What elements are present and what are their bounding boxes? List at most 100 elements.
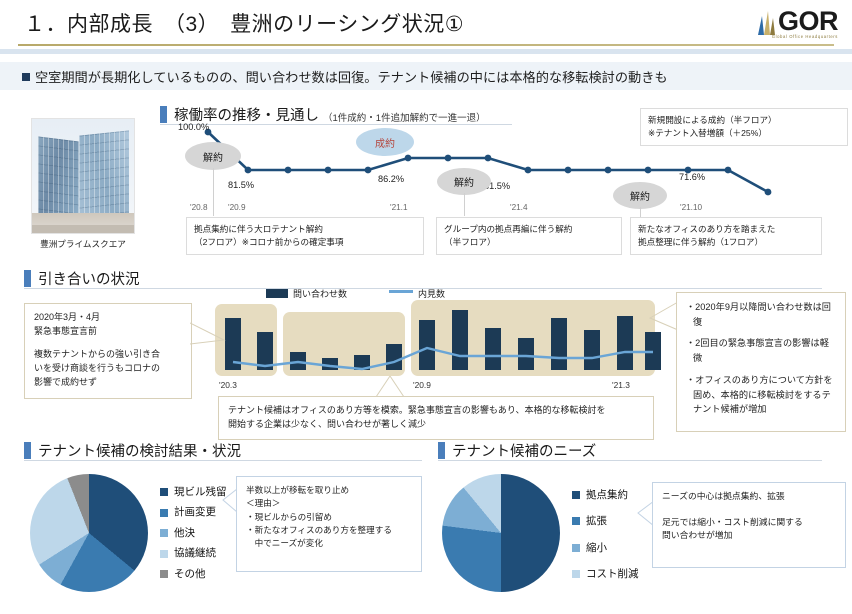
result-legend-item-4: その他 bbox=[160, 564, 227, 584]
bottom-callout-pointer bbox=[375, 376, 405, 398]
legend-bars-label: 問い合わせ数 bbox=[293, 289, 348, 299]
new-contract-note: 新規開設による成約（半フロア） ※テナント入替増額（＋25%） bbox=[640, 108, 848, 146]
result-callout-line4: ・新たなオフィスのあり方を整理する bbox=[246, 524, 392, 535]
lead-summary-text: 空室期間が長期化しているものの、問い合わせ数は回復。テナント候補の中には本格的な… bbox=[0, 67, 668, 86]
slide-header: １．内部成長 （3） 豊洲のリーシング状況① GOR Global Office… bbox=[0, 0, 852, 60]
section-accent-bar bbox=[438, 442, 445, 459]
logo-text: GOR bbox=[777, 6, 839, 36]
result-callout-pointer bbox=[222, 488, 238, 513]
result-section-title: テナント候補の検討結果・状況 bbox=[38, 444, 241, 460]
bar-2004 bbox=[257, 332, 273, 370]
result-legend-label-1: 計画変更 bbox=[174, 506, 216, 519]
result-legend-item-2: 他決 bbox=[160, 523, 227, 543]
left-callout-line1: 2020年3月・4月 bbox=[34, 312, 101, 322]
result-section-heading: テナント候補の検討結果・状況 bbox=[24, 440, 241, 461]
section-accent-bar bbox=[160, 106, 167, 123]
result-pie-chart bbox=[30, 474, 148, 592]
inquiry-xtick-1: '20.9 bbox=[413, 380, 431, 390]
legend-line-swatch-icon bbox=[389, 290, 414, 293]
occupancy-series-points bbox=[204, 128, 772, 196]
occupancy-note-1: 拠点集約に伴う大ロテナント解約 （2フロア）※コロナ前からの確定事項 bbox=[186, 217, 424, 255]
page-title: １．内部成長 （3） 豊洲のリーシング状況① bbox=[24, 13, 465, 36]
occupancy-note-3-line1: 新たなオフィスのあり方を踏まえた bbox=[638, 224, 776, 234]
legend-dot-icon bbox=[572, 569, 580, 578]
occupancy-label-0: 100.0% bbox=[178, 122, 210, 132]
inquiry-xtick-2: '21.3 bbox=[612, 380, 630, 390]
header-divider bbox=[18, 44, 834, 46]
bar-2003 bbox=[225, 318, 241, 370]
occupancy-xtick-4: '21.10 bbox=[680, 203, 703, 212]
left-callout-line4: いを受け商談を行うもコロナの bbox=[34, 362, 161, 373]
result-legend-label-2: 他決 bbox=[174, 526, 195, 539]
building-photo-caption: 豊洲プライムスクエア bbox=[40, 239, 126, 249]
needs-legend-item-3: コスト削減 bbox=[572, 561, 639, 587]
occupancy-note-2: グループ内の拠点再編に伴う解約 （半フロア） bbox=[436, 217, 622, 255]
result-pie-legend: 現ビル残留 計画変更 他決 協議継続 その他 bbox=[160, 482, 227, 584]
lead-summary-band: 空室期間が長期化しているものの、問い合わせ数は回復。テナント候補の中には本格的な… bbox=[0, 62, 852, 90]
result-legend-label-0: 現ビル残留 bbox=[174, 486, 227, 498]
lead-summary-label: 空室期間が長期化しているものの、問い合わせ数は回復。テナント候補の中には本格的な… bbox=[35, 69, 668, 85]
building-right-facade bbox=[79, 130, 129, 220]
occupancy-note-1-line1: 拠点集約に伴う大ロテナント解約 bbox=[194, 224, 323, 234]
result-legend-item-3: 協議継続 bbox=[160, 543, 227, 563]
left-callout-line5: 影響で成約せず bbox=[34, 376, 98, 387]
event-pill-contract: 成約 bbox=[356, 128, 414, 156]
logo-mark-icon bbox=[756, 6, 776, 36]
occupancy-note-3: 新たなオフィスのあり方を踏まえた 拠点整理に伴う解約（1フロア） bbox=[630, 217, 822, 255]
needs-section-title: テナント候補のニーズ bbox=[452, 444, 597, 460]
inquiry-xtick-0: '20.3 bbox=[219, 380, 237, 390]
result-heading-underline bbox=[24, 460, 422, 461]
result-legend-item-0: 現ビル残留 bbox=[160, 482, 227, 502]
bar-2103 bbox=[617, 316, 633, 370]
occupancy-section-heading: 稼働率の推移・見通し （1件成約・1件追加解約で一進一退） bbox=[160, 104, 486, 125]
occupancy-label-4: 71.6% bbox=[679, 172, 706, 182]
occupancy-xtick-3: '21.4 bbox=[510, 203, 528, 212]
legend-dot-icon bbox=[572, 543, 580, 552]
needs-section-heading: テナント候補のニーズ bbox=[438, 440, 596, 461]
new-contract-note-line2: ※テナント入替増額（＋25%） bbox=[648, 127, 767, 138]
section-accent-bar bbox=[24, 270, 31, 287]
right-bullet-1: ・2020年9月以降問い合わせ数は回復 bbox=[686, 302, 831, 327]
inquiry-heading-underline bbox=[24, 288, 822, 289]
left-callout-line3: 複数テナントからの強い引き合 bbox=[34, 348, 161, 359]
legend-bar-swatch-icon bbox=[266, 289, 288, 298]
inquiry-viewing-line-svg bbox=[232, 346, 653, 371]
legend-dot-icon bbox=[160, 488, 168, 497]
inquiry-section-title: 引き合いの状況 bbox=[38, 272, 140, 288]
bottom-callout-line1: テナント候補はオフィスのあり方等を模索。緊急事態宣言の影響もあり、本格的な移転検… bbox=[228, 405, 606, 415]
needs-legend-label-1: 拡張 bbox=[586, 515, 607, 528]
occupancy-section-title: 稼働率の推移・見通し bbox=[174, 108, 319, 124]
bullet-square-icon bbox=[22, 72, 30, 81]
result-callout-line5: 中でニーズが変化 bbox=[246, 538, 323, 549]
inquiry-bar-chart bbox=[215, 300, 661, 378]
legend-line-label: 内見数 bbox=[418, 289, 446, 299]
legend-line: 内見数 bbox=[389, 287, 445, 300]
needs-pie-legend: 拠点集約 拡張 縮小 コスト削減 bbox=[572, 482, 639, 587]
needs-heading-underline bbox=[438, 460, 822, 461]
needs-callout-pointer bbox=[637, 500, 655, 527]
event-pill-cancel-3: 解約 bbox=[613, 182, 667, 209]
occupancy-xtick-2: '21.1 bbox=[390, 203, 408, 212]
inquiry-chart-legend: 問い合わせ数 内見数 bbox=[266, 287, 445, 300]
legend-dot-icon bbox=[572, 517, 580, 526]
needs-callout-line1: ニーズの中心は拠点集約、拡張 bbox=[662, 491, 785, 501]
needs-legend-item-1: 拡張 bbox=[572, 508, 639, 534]
building-left-facade bbox=[38, 136, 80, 220]
left-callout-line2: 緊急事態宣言前 bbox=[34, 325, 98, 336]
legend-dot-icon bbox=[160, 549, 168, 558]
logo-subtitle: Global Office Headquarters bbox=[771, 34, 838, 39]
occupancy-label-1: 81.5% bbox=[228, 180, 255, 190]
legend-dot-icon bbox=[572, 491, 580, 500]
occupancy-section-note: （1件成約・1件追加解約で一進一退） bbox=[323, 112, 486, 124]
bar-2012 bbox=[518, 338, 534, 370]
occupancy-xtick-0: '20.8 bbox=[190, 203, 208, 212]
event-pill-cancel-2: 解約 bbox=[437, 168, 491, 195]
right-bullets-pointer bbox=[648, 301, 679, 331]
left-callout-pointer bbox=[190, 322, 226, 345]
right-bullet-2: ・2回目の緊急事態宣言の影響は軽微 bbox=[686, 338, 829, 364]
result-legend-label-3: 協議継続 bbox=[174, 547, 216, 560]
legend-dot-icon bbox=[160, 529, 168, 538]
bar-2009 bbox=[419, 320, 435, 370]
inquiry-bottom-callout: テナント候補はオフィスのあり方等を模索。緊急事態宣言の影響もあり、本格的な移転検… bbox=[218, 396, 654, 440]
